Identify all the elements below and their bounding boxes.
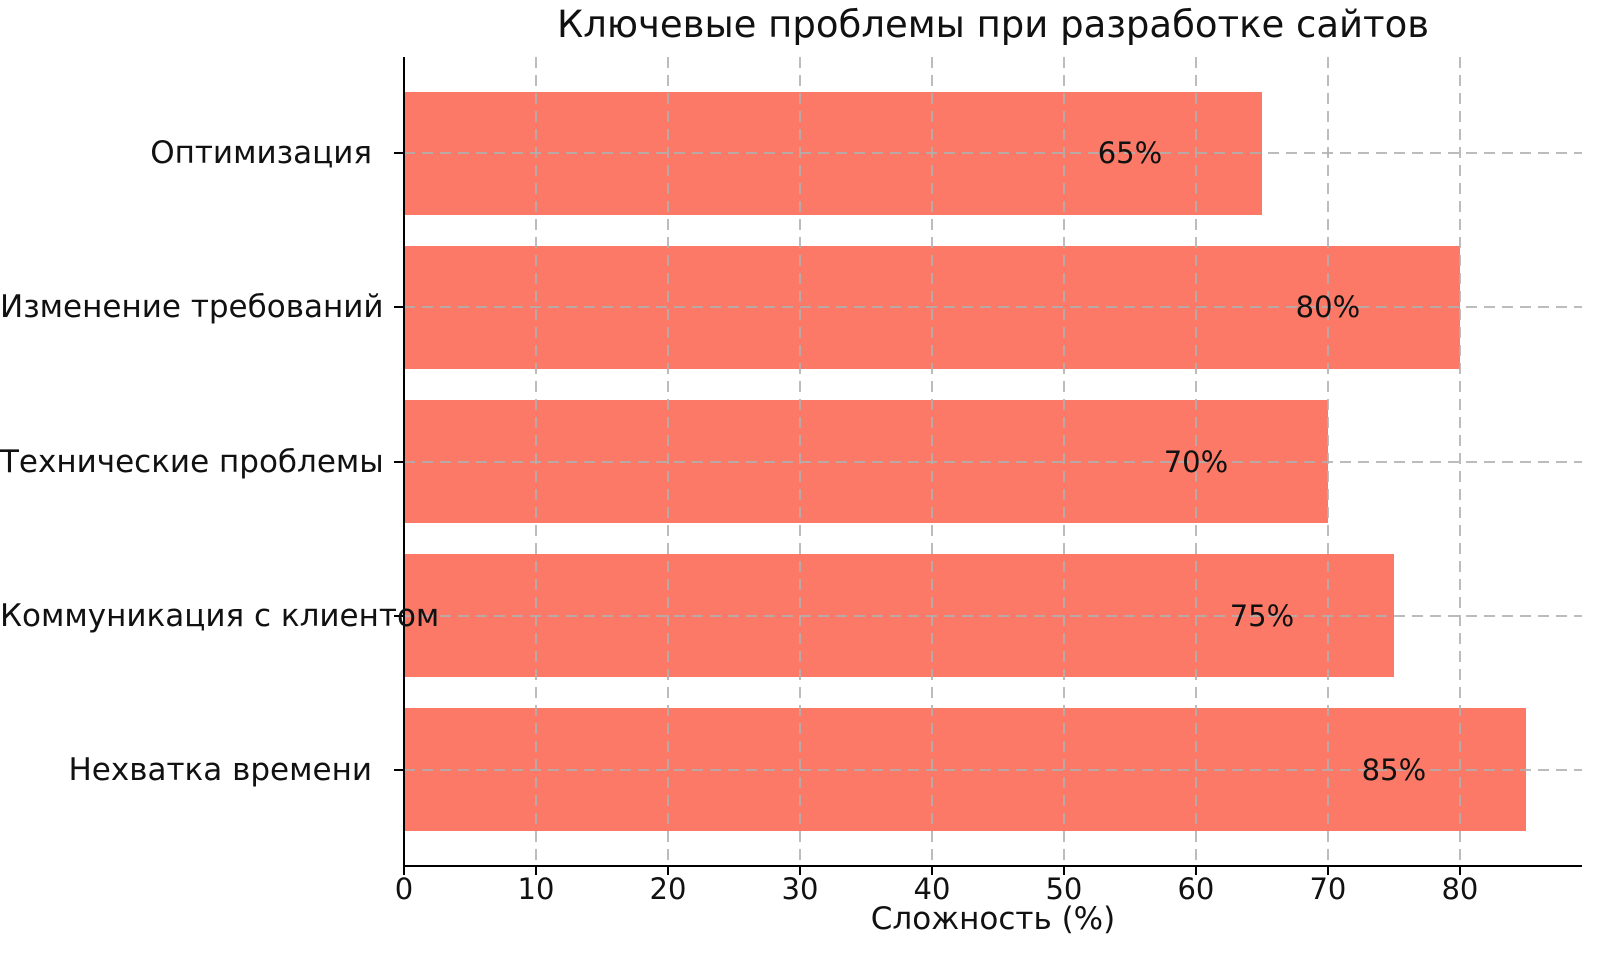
bar-value-label: 75%	[1229, 598, 1295, 633]
y-axis-spine	[403, 57, 405, 868]
x-tick-label: 10	[517, 872, 555, 906]
x-tick-mark	[534, 867, 537, 875]
chart-title: Ключевые проблемы при разработке сайтов	[556, 3, 1430, 46]
x-tick-mark	[798, 867, 801, 875]
plot-area: 65% 80% 70% 75% 85%	[404, 57, 1582, 866]
y-tick-mark	[394, 614, 403, 617]
x-tick-label: 50	[1045, 872, 1083, 906]
y-tick-mark	[394, 306, 403, 309]
bar-value-label: 85%	[1361, 752, 1427, 787]
x-tick-mark	[666, 867, 669, 875]
y-tick-mark	[394, 152, 403, 155]
x-tick-label: 20	[649, 872, 687, 906]
category-tick-label: Технические проблемы	[0, 443, 384, 480]
x-tick-mark	[930, 867, 933, 875]
x-axis-label: Сложность (%)	[870, 901, 1116, 937]
gridline-vertical	[534, 57, 537, 866]
x-tick-label: 0	[394, 872, 414, 906]
category-tick-label: Изменение требований	[0, 289, 384, 326]
gridline-vertical	[798, 57, 801, 866]
bar-value-label: 65%	[1097, 136, 1163, 171]
y-tick-mark	[394, 460, 403, 463]
category-tick-label: Коммуникация с клиентом	[0, 597, 440, 634]
gridline-vertical	[1326, 57, 1329, 866]
bar-value-label: 80%	[1295, 290, 1361, 325]
x-tick-label: 70	[1309, 872, 1347, 906]
category-tick-label: Нехватка времени	[68, 751, 372, 788]
bar-value-label: 70%	[1163, 444, 1229, 479]
x-tick-label: 60	[1177, 872, 1215, 906]
gridline-vertical	[1194, 57, 1197, 866]
x-axis-spine	[403, 865, 1582, 867]
category-tick-label: Оптимизация	[150, 135, 372, 172]
gridline-vertical	[666, 57, 669, 866]
x-tick-mark	[1458, 867, 1461, 875]
gridline-vertical	[1458, 57, 1461, 866]
gridline-vertical	[930, 57, 933, 866]
x-tick-label: 40	[913, 872, 951, 906]
y-tick-mark	[394, 768, 403, 771]
gridline-vertical	[1062, 57, 1065, 866]
gridline-horizontal	[404, 152, 1582, 155]
gridline-horizontal	[404, 614, 1582, 617]
gridline-horizontal	[404, 768, 1582, 771]
gridline-horizontal	[404, 306, 1582, 309]
gridline-horizontal	[404, 460, 1582, 463]
x-tick-mark	[403, 867, 405, 875]
x-tick-label: 30	[781, 872, 819, 906]
x-tick-label: 80	[1441, 872, 1479, 906]
x-tick-mark	[1326, 867, 1329, 875]
x-tick-mark	[1062, 867, 1065, 875]
x-tick-mark	[1194, 867, 1197, 875]
